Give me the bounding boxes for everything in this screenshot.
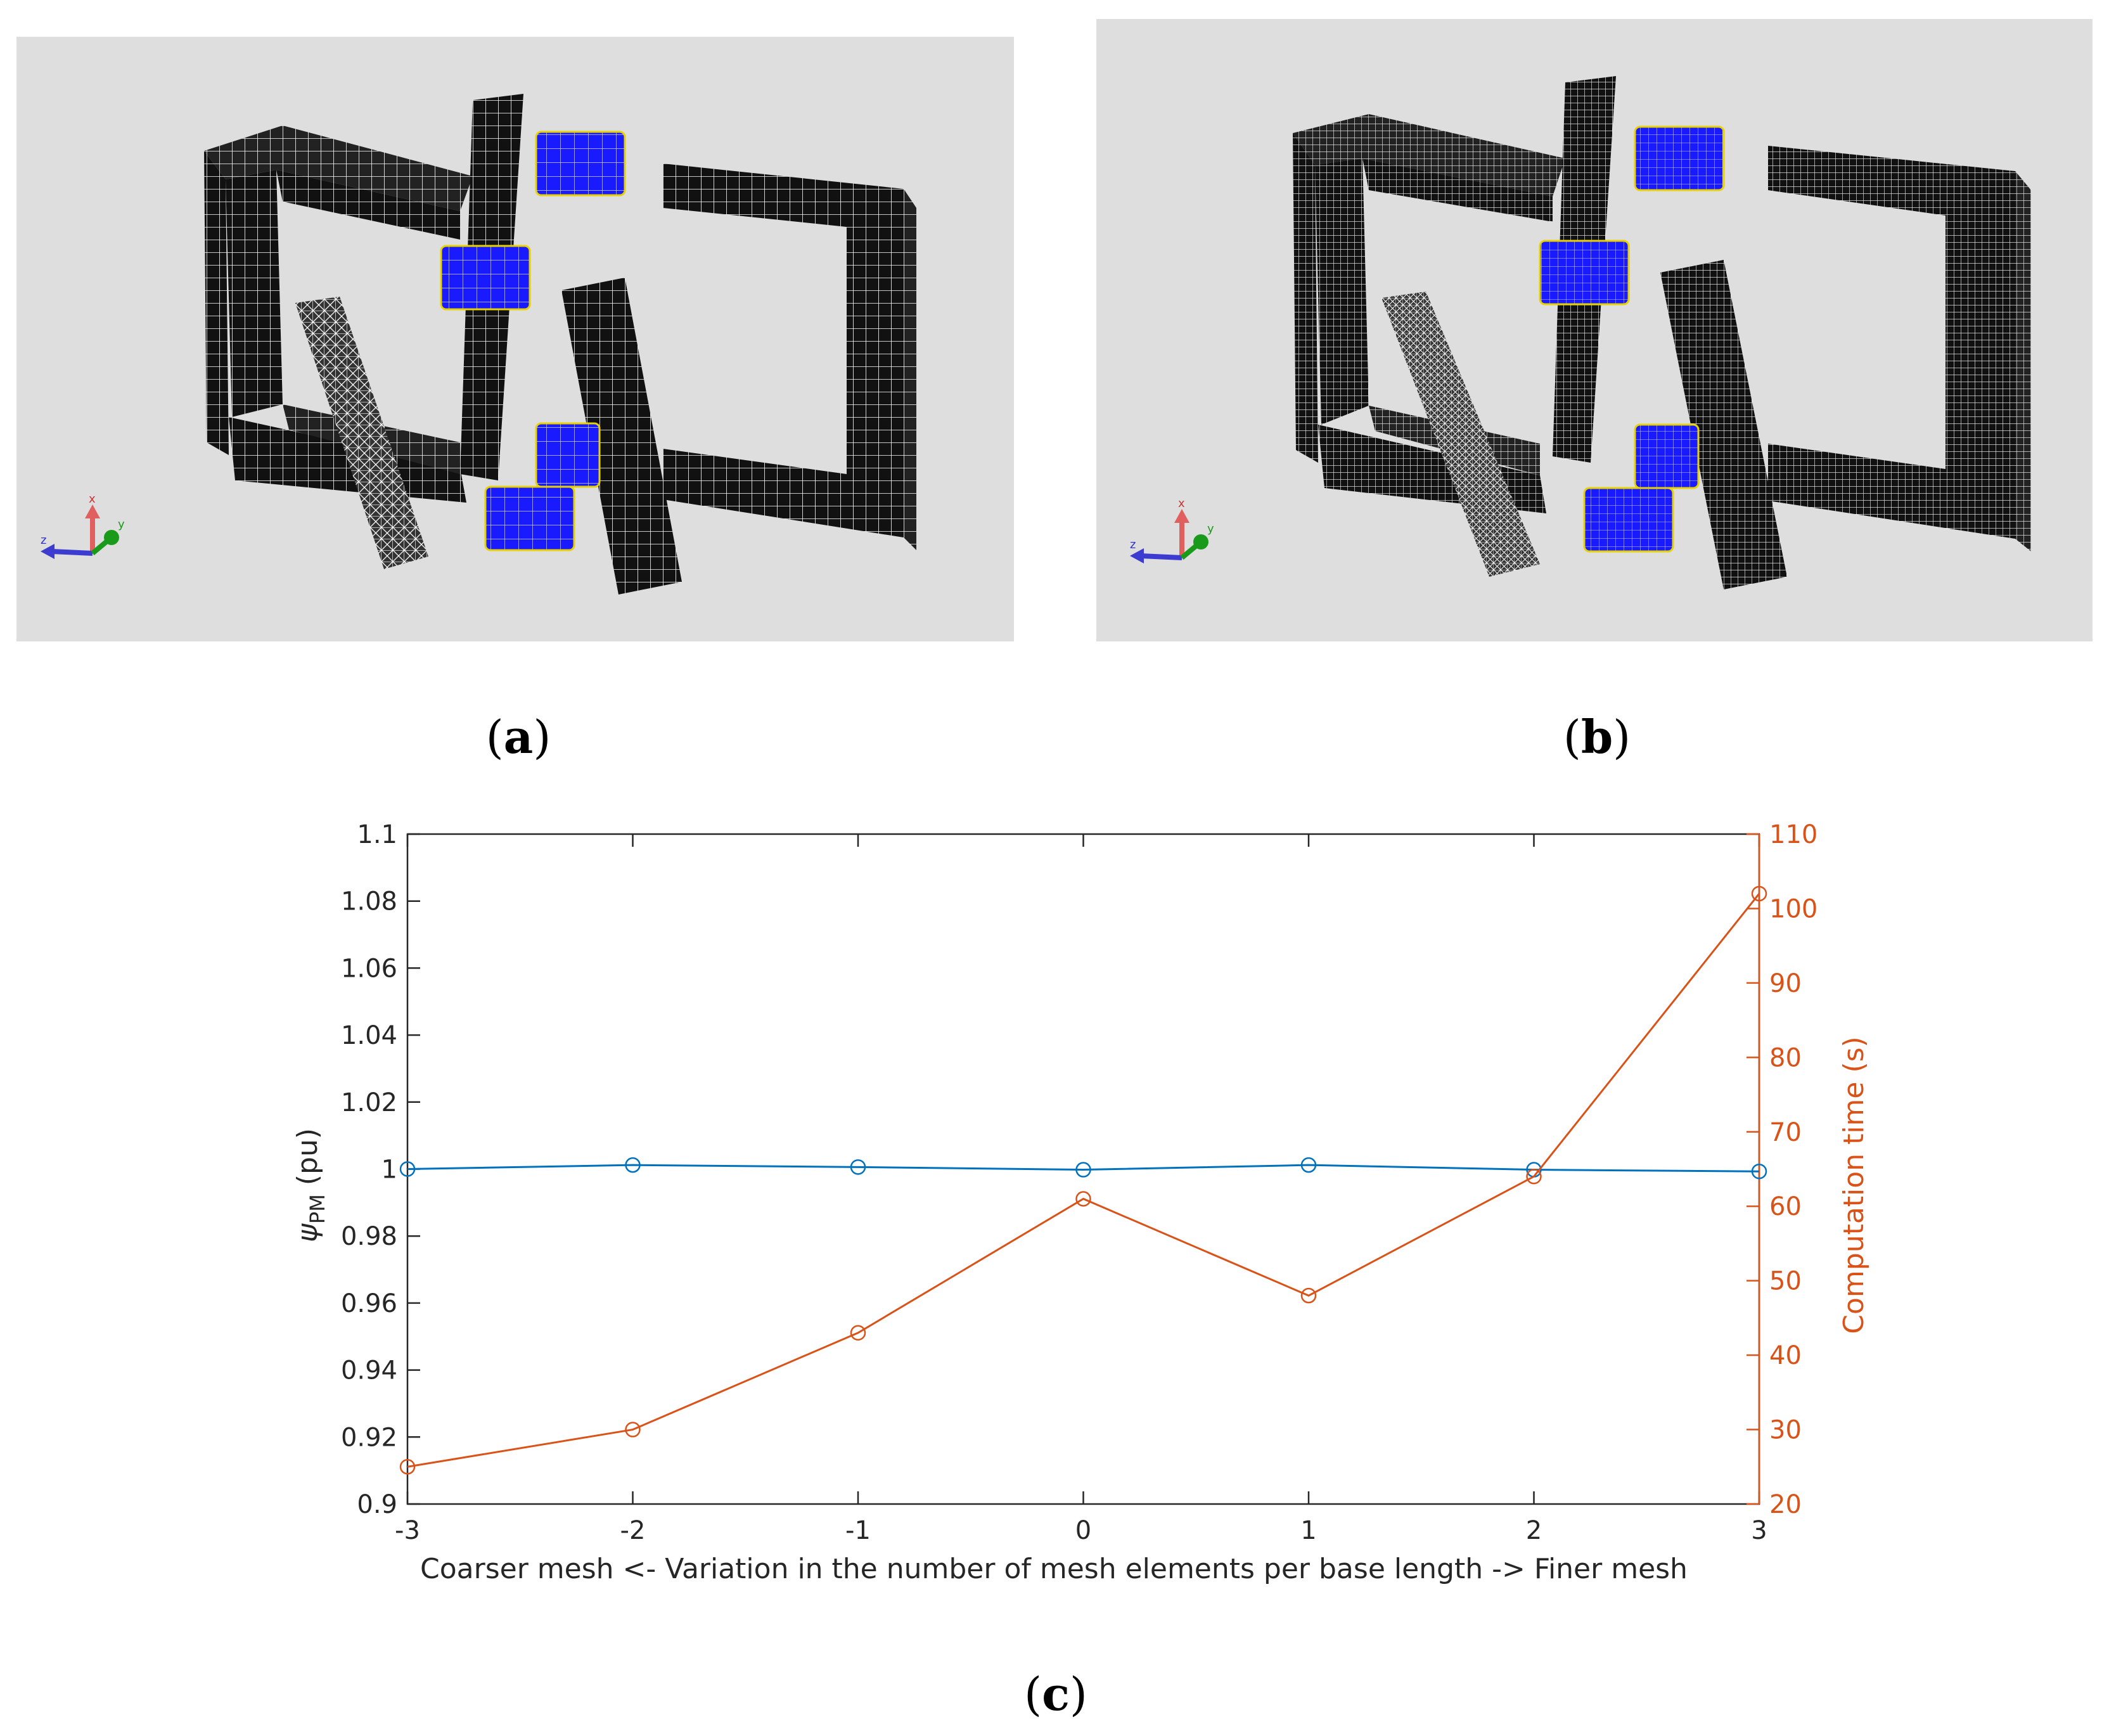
y-left-tick-label: 0.92	[341, 1423, 397, 1452]
triad-y-label: y	[1207, 522, 1214, 536]
axis-triad: x y z	[41, 492, 125, 559]
x-tick-label: -2	[620, 1516, 646, 1545]
y-left-tick-label: 0.98	[341, 1222, 397, 1251]
series-2-point	[1751, 885, 1767, 902]
right-core	[1768, 146, 2031, 551]
triad-z-label: z	[41, 534, 46, 547]
y-right-tick-label: 100	[1769, 894, 1817, 923]
y-right-tick-label: 40	[1769, 1341, 1802, 1370]
y-right-tick-label: 30	[1769, 1416, 1802, 1445]
left-tooth	[1381, 292, 1540, 577]
y-left-tick-label: 1.02	[341, 1088, 397, 1117]
x-tick-label: 3	[1751, 1516, 1767, 1545]
y-left-tick-label: 1.04	[341, 1021, 397, 1050]
x-tick-label: 2	[1526, 1516, 1542, 1545]
series-2-point	[1300, 1287, 1317, 1304]
y-left-tick-label: 0.96	[341, 1289, 397, 1318]
caption-a: (a)	[485, 710, 551, 764]
left-tooth	[295, 297, 428, 569]
right-tooth	[1660, 260, 1787, 589]
y-axis-label-left-symbol: ψ	[292, 1223, 324, 1242]
y-right-tick-label: 70	[1769, 1118, 1802, 1147]
series-2-point	[625, 1422, 641, 1437]
mesh-render-fine: x y z	[1130, 76, 2031, 589]
x-tick-label: -3	[395, 1516, 420, 1545]
series-2-point	[399, 1459, 416, 1475]
y-axis-label-left: ψPM (pu)	[292, 1128, 330, 1242]
mesh-view-coarse: x y z	[16, 37, 1014, 641]
series-1-point	[1751, 1163, 1767, 1180]
series-2-line	[407, 893, 1760, 1468]
y-left-tick-label: 1.1	[357, 820, 397, 849]
y-left-tick-label: 1.06	[341, 954, 397, 983]
series-1-point	[1075, 1162, 1091, 1178]
series-2-point	[1075, 1191, 1091, 1207]
y-axis-label-right: Computation time (s)	[1838, 1036, 1870, 1334]
mesh-sensitivity-chart: -3 -2 -1 0 1 2 3 0.9 0.92 0.94 0.96 0.98 1 1.02 1.04 1.…	[0, 792, 2109, 1616]
mesh-render-coarse: x y z	[41, 94, 916, 595]
y-right-tick-label: 50	[1769, 1267, 1802, 1296]
caption-c: (c)	[1023, 1667, 1088, 1721]
x-axis-label: Coarser mesh <- Variation in the number …	[420, 1553, 1688, 1585]
x-tick-label: 1	[1300, 1516, 1316, 1545]
y-left-tick-label: 0.94	[341, 1356, 397, 1386]
magnets	[1539, 125, 1725, 553]
right-tooth	[561, 278, 682, 595]
series-2-point	[850, 1325, 866, 1341]
x-tick-label: -1	[845, 1516, 871, 1545]
axis-triad: x y z	[1130, 497, 1214, 563]
caption-b-letter: b	[1580, 710, 1613, 764]
y-left-tick-label: 1.08	[341, 887, 397, 916]
mesh-view-fine: x y z	[1096, 19, 2093, 641]
y-right-tick-label: 110	[1769, 820, 1817, 849]
y-axis-label-left-unit: (pu)	[292, 1128, 324, 1185]
y-axis-label-left-subscript: PM	[305, 1194, 330, 1224]
y-right-tick-label: 90	[1769, 969, 1802, 998]
right-core	[663, 164, 916, 550]
triad-z-label: z	[1130, 538, 1136, 551]
series-1-point	[1300, 1157, 1317, 1173]
magnets	[440, 131, 626, 551]
y-right-tick-label: 60	[1769, 1192, 1802, 1221]
y-left-tick-label: 0.9	[357, 1490, 397, 1519]
y-left-tick-label: 1	[381, 1155, 397, 1185]
x-tick-label: 0	[1075, 1516, 1091, 1545]
caption-c-letter: c	[1042, 1667, 1070, 1721]
series-1-point	[850, 1159, 866, 1175]
y-right-tick-label: 80	[1769, 1043, 1802, 1072]
chart-svg: -3 -2 -1 0 1 2 3 0.9 0.92 0.94 0.96 0.98 1 1.02 1.04 1.…	[292, 820, 1870, 1585]
series-1-point	[625, 1157, 641, 1173]
caption-b: (b)	[1563, 710, 1631, 764]
caption-a-letter: a	[503, 710, 534, 764]
series-2-point	[1526, 1168, 1542, 1185]
triad-x-label: x	[89, 492, 96, 506]
triad-x-label: x	[1178, 497, 1185, 510]
series-1-point	[399, 1161, 416, 1177]
y-right-tick-label: 20	[1769, 1490, 1802, 1519]
triad-y-label: y	[118, 518, 125, 531]
